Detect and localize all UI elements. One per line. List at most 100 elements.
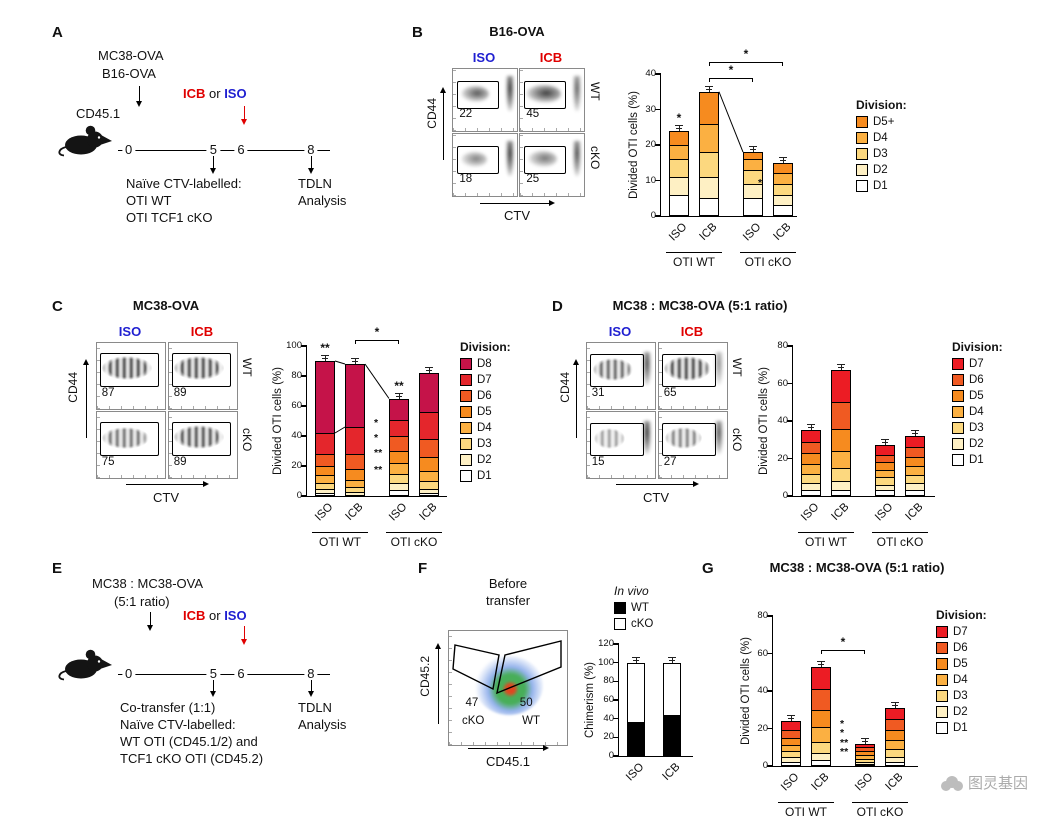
bar-segment-D5 — [811, 709, 831, 727]
division-legend: Division: D5+ D4 D3 D2 D1 — [856, 98, 907, 194]
group-line — [740, 252, 796, 254]
bar-segment-D1 — [389, 490, 409, 496]
undivided-peak — [505, 141, 514, 176]
legend-swatch — [460, 374, 472, 386]
panel-c-title: MC38-OVA — [132, 298, 200, 313]
legend-item-D5: D5 — [460, 404, 511, 420]
watermark: 图灵基因 — [938, 772, 1028, 793]
y-tick-label: 10 — [645, 174, 656, 186]
cell-population — [460, 85, 489, 103]
y-tick — [767, 690, 773, 692]
flow-gate — [590, 423, 645, 456]
y-tick-label: 80 — [757, 610, 768, 621]
chart-divided-oti-mix: Divided OTI cells (%) 0 20 40 60 80 ISO ICB ISO… — [744, 328, 1024, 558]
gate-percentage: 45 — [526, 108, 540, 121]
y-axis-cd44-label: CD44 — [558, 372, 572, 403]
y-tick-label: 40 — [757, 685, 768, 696]
panel-c-label: C — [52, 298, 63, 315]
bar-segment-D5 — [905, 456, 925, 466]
legend-swatch — [936, 706, 948, 718]
bar-segment-D3 — [699, 152, 719, 177]
error-bar — [861, 737, 869, 739]
y-tick — [655, 144, 661, 146]
x-tick-label: ISO — [798, 501, 822, 524]
y-axis-arrow-icon — [438, 87, 447, 160]
gate-name: cKO — [461, 715, 485, 728]
y-axis-arrow-icon — [433, 643, 442, 724]
panel-b-label: B — [412, 24, 423, 41]
y-tick — [613, 699, 619, 701]
timeline-day: 8 — [304, 142, 318, 157]
red-down-arrow-icon — [239, 626, 248, 645]
bar-segment-D1 — [801, 490, 821, 496]
bar-segment-D5 — [781, 737, 801, 746]
cell-population — [173, 425, 225, 449]
gate-percentage: 65 — [663, 386, 677, 399]
y-tick — [613, 661, 619, 664]
panel-d-title: MC38 : MC38-OVA (5:1 ratio) — [612, 298, 788, 313]
bar-segment-D4 — [811, 726, 831, 742]
error-bar — [810, 424, 812, 431]
significance-star: ** — [394, 378, 404, 393]
legend-title: Division: — [856, 98, 907, 112]
bar-segment-D6 — [315, 454, 335, 466]
significance-bracket — [355, 340, 399, 342]
bar-segment-D4 — [875, 469, 895, 478]
bar-segment-D3 — [801, 473, 821, 483]
error-bar — [354, 358, 356, 364]
legend-label: D5 — [477, 406, 492, 418]
error-bar — [884, 439, 886, 446]
bar-icb-1 — [345, 364, 365, 496]
undivided-peak — [714, 352, 723, 386]
panel-g-title: MC38 : MC38-OVA (5:1 ratio) — [769, 560, 945, 575]
legend-swatch — [460, 438, 472, 450]
x-axis-ctv-label: CTV — [643, 490, 669, 505]
bar-segment-D3 — [811, 741, 831, 753]
y-tick-label: 20 — [757, 722, 768, 734]
y-tick-label: 40 — [291, 430, 302, 441]
flow-gate — [524, 80, 567, 109]
bar-segment-D3 — [781, 751, 801, 757]
flow-gate — [524, 145, 567, 174]
gate-name: WT — [522, 715, 541, 728]
y-tick — [301, 495, 307, 497]
cell-population — [665, 426, 702, 449]
legend-item-D5: D5 — [952, 388, 1003, 404]
error-bar — [351, 358, 359, 359]
x-tick-label: ICB — [809, 771, 832, 794]
plot-area: 0 20 40 60 80 ISO ICB ISO ICB OTI WT OTI cKO — [777, 340, 935, 549]
bracket-end — [398, 340, 400, 344]
legend-item-D7: D7 — [460, 372, 511, 388]
gate-percentage: 89 — [173, 455, 187, 468]
legend-label: D3 — [969, 422, 984, 434]
legend-label: cKO — [631, 618, 654, 630]
cell-population — [173, 356, 225, 380]
flow-gate — [457, 145, 500, 174]
legend-label: D2 — [969, 438, 984, 450]
timeline: 0 5 6 8 — [118, 142, 330, 157]
legend-swatch — [936, 722, 948, 734]
bar-segment-D4 — [699, 123, 719, 153]
down-arrow-icon — [145, 612, 154, 631]
plot-area: 0 20 40 60 80 100 ISO ICB ISO ICB OTI WT OTI cKO ** *… — [286, 325, 447, 549]
group-label: OTI WT — [673, 255, 715, 269]
plot-area: 0 10 20 30 40 ISO ICB ISO ICB OTI WT OTI cKO * * * * — [645, 47, 797, 269]
bar-segment-D2 — [669, 176, 689, 195]
y-tick-label: 40 — [777, 415, 788, 426]
panel-f-title-1: Before — [488, 576, 528, 591]
error-bar — [395, 392, 403, 394]
y-tick — [787, 420, 793, 422]
bar-iso-2 — [389, 398, 409, 496]
tumor-line-2: B16-OVA — [102, 66, 156, 81]
bar-segment-D1 — [905, 490, 925, 496]
bar-segment-D2 — [345, 491, 365, 495]
bar-iso-0 — [315, 361, 335, 496]
timeline-day: 8 — [304, 666, 318, 681]
bar-icb-3 — [419, 373, 439, 496]
legend-item-D4: D4 — [936, 672, 987, 688]
y-tick — [301, 435, 307, 437]
gate-percentage: 15 — [591, 455, 605, 468]
legend-swatch — [952, 406, 964, 418]
y-tick — [613, 717, 619, 720]
x-axis-arrow-icon — [468, 743, 549, 752]
